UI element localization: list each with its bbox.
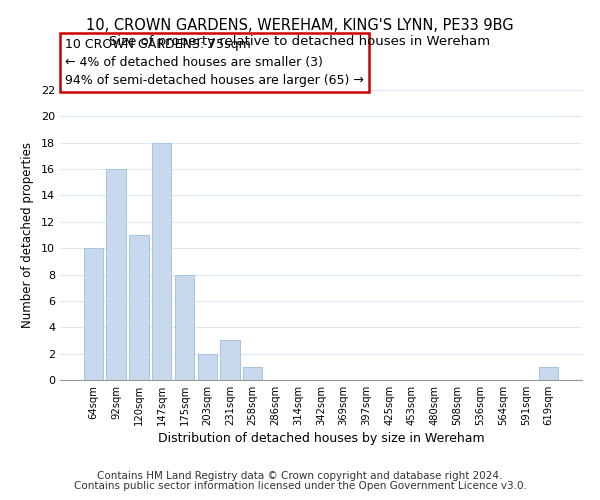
- Bar: [129, 235, 149, 380]
- Bar: [197, 354, 217, 380]
- Text: 10 CROWN GARDENS: 75sqm
← 4% of detached houses are smaller (3)
94% of semi-deta: 10 CROWN GARDENS: 75sqm ← 4% of detached…: [65, 38, 364, 87]
- Text: Size of property relative to detached houses in Wereham: Size of property relative to detached ho…: [109, 35, 491, 48]
- Bar: [175, 274, 194, 380]
- Bar: [152, 142, 172, 380]
- Bar: [220, 340, 239, 380]
- Y-axis label: Number of detached properties: Number of detached properties: [21, 142, 34, 328]
- Bar: [84, 248, 103, 380]
- Text: Contains public sector information licensed under the Open Government Licence v3: Contains public sector information licen…: [74, 481, 526, 491]
- Bar: [243, 367, 262, 380]
- X-axis label: Distribution of detached houses by size in Wereham: Distribution of detached houses by size …: [158, 432, 484, 445]
- Text: 10, CROWN GARDENS, WEREHAM, KING'S LYNN, PE33 9BG: 10, CROWN GARDENS, WEREHAM, KING'S LYNN,…: [86, 18, 514, 32]
- Text: Contains HM Land Registry data © Crown copyright and database right 2024.: Contains HM Land Registry data © Crown c…: [97, 471, 503, 481]
- Bar: [106, 169, 126, 380]
- Bar: [539, 367, 558, 380]
